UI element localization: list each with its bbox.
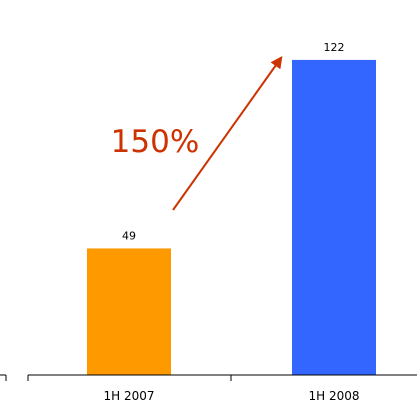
bar-1h-2007 [87, 248, 171, 375]
growth-arrow [172, 56, 283, 211]
growth-annotation: 150% [111, 124, 200, 160]
chart-marks: 49 1H 2007 122 1H 2008 [87, 41, 376, 403]
x-tick-label: 1H 2008 [308, 389, 359, 403]
x-tick-label: 1H 2007 [103, 389, 154, 403]
data-label: 49 [122, 229, 136, 242]
data-label: 122 [324, 41, 345, 54]
bar-1h-2008 [292, 59, 376, 376]
